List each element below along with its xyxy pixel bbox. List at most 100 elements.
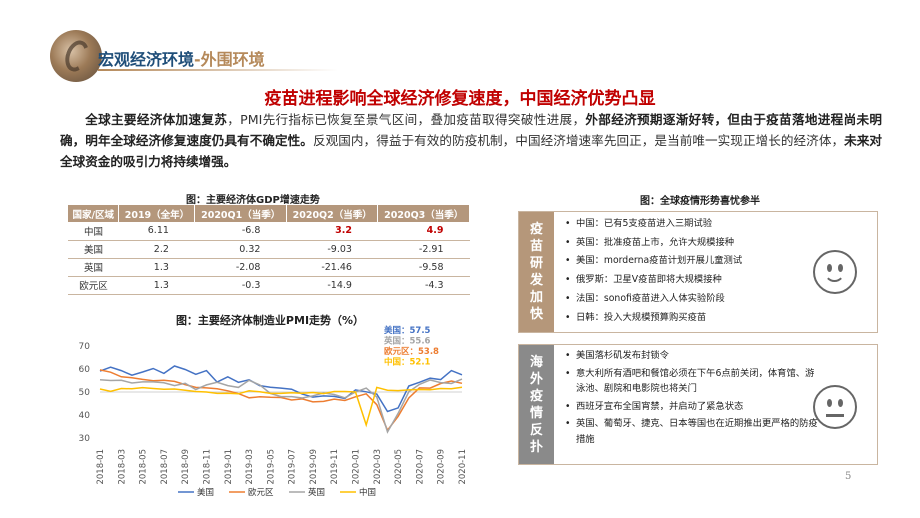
series-line-英国 (99, 378, 463, 434)
chart-title: 图：主要经济体制造业PMI走势（%） (175, 314, 365, 327)
x-tick-label: 2020-03 (373, 449, 383, 485)
y-tick-label: 70 (79, 342, 91, 352)
neutral-face-icon (813, 385, 857, 429)
vaccine-progress-box: 疫 苗 研 发 加 快 中国：已有5支疫苗进入三期试验 英国：批准疫苗上市，允许… (518, 211, 878, 333)
x-tick-label: 2019-05 (266, 449, 276, 485)
x-tick-label: 2018-01 (96, 449, 106, 485)
table-cell: -2.08 (194, 258, 287, 277)
side-label-char: 反 (529, 422, 543, 438)
table-cell: 2.2 (118, 240, 195, 259)
table-cell: -6.8 (194, 222, 287, 241)
list-item: 英国：批准疫苗上市，允许大规模接种 (563, 234, 823, 253)
table-cell: 中国 (68, 222, 119, 241)
table-row: 中国 6.11 -6.8 3.2 4.9 (68, 222, 470, 241)
gdp-table-caption: 图：主要经济体GDP增速走势 (186, 195, 320, 206)
epidemic-resurgence-box: 海 外 疫 情 反 扑 美国落杉矶发布封锁令 意大利所有酒吧和餐馆必须在下午6点… (518, 344, 878, 465)
x-tick-label: 2018-11 (202, 449, 212, 485)
x-tick-label: 2019-01 (224, 449, 234, 485)
header-divider (98, 69, 338, 71)
side-label-char: 情 (529, 405, 543, 421)
legend-label: 中国 (359, 487, 376, 498)
section-title: 宏观经济环境-外围环境 (98, 50, 265, 69)
table-cell: 0.32 (194, 240, 287, 259)
intro-paragraph: 全球主要经济体加速复苏，PMI先行指标已恢复至景气区间，叠加疫苗取得突破性进展，… (60, 112, 883, 169)
series-line-美国 (99, 365, 463, 413)
y-tick-label: 60 (79, 365, 91, 375)
list-item: 西班牙宣布全国宵禁，并启动了紧急状态 (563, 399, 823, 417)
end-value-label: 欧元区：53.8 (384, 346, 439, 357)
table-cell: 3.2 (286, 222, 378, 241)
list-item: 美国落杉矶发布封锁令 (563, 348, 823, 366)
column-header: 国家/区域 (68, 205, 120, 222)
x-tick-label: 2020-01 (352, 449, 362, 485)
x-tick-label: 2020-05 (394, 449, 404, 485)
x-tick-label: 2019-09 (309, 449, 319, 485)
table-cell: 6.11 (118, 222, 195, 241)
main-title: 疫苗进程影响全球经济修复速度，中国经济优势凸显 (264, 89, 656, 109)
x-tick-label: 2018-03 (117, 449, 127, 485)
table-cell: 1.3 (118, 258, 195, 277)
table-cell: -4.3 (377, 276, 470, 295)
x-tick-label: 2018-05 (139, 449, 149, 485)
list-item: 法国：sonofi疫苗进入人体实验阶段 (563, 290, 823, 309)
table-cell: 英国 (68, 258, 119, 277)
table-cell: -9.03 (286, 240, 378, 259)
table-row: 美国 2.2 0.32 -9.03 -2.91 (68, 240, 470, 259)
smiley-face-icon (813, 250, 857, 294)
section-logo-icon (50, 30, 102, 82)
table-row: 欧元区 1.3 -0.3 -14.9 -4.3 (68, 276, 470, 295)
vaccine-side-label: 疫 苗 研 发 加 快 (519, 212, 554, 332)
table-cell: -21.46 (286, 258, 378, 277)
table-cell: -14.9 (286, 276, 378, 295)
y-tick-label: 40 (79, 411, 91, 421)
list-item: 英国、葡萄牙、捷克、日本等国也在近期推出更严格的防疫措施 (563, 416, 823, 449)
y-tick-label: 50 (79, 388, 91, 398)
side-label-char: 研 (529, 256, 543, 271)
side-label-char: 疫 (529, 222, 543, 237)
list-item: 中国：已有5支疫苗进入三期试验 (563, 215, 823, 234)
y-tick-label: 30 (79, 434, 91, 444)
x-tick-label: 2019-07 (288, 449, 298, 485)
vaccine-list: 中国：已有5支疫苗进入三期试验 英国：批准疫苗上市，允许大规模接种 美国：mor… (563, 215, 823, 327)
x-tick-label: 2018-07 (160, 449, 170, 485)
side-label-char: 扑 (529, 439, 543, 455)
end-value-label: 中国：52.1 (384, 357, 431, 368)
list-item: 意大利所有酒吧和餐馆必须在下午6点前关闭，体育馆、游泳池、剧院和电影院也将关门 (563, 366, 823, 399)
epidemic-caption: 图：全球疫情形势喜忧参半 (640, 196, 760, 207)
legend-label: 欧元区 (248, 487, 274, 498)
table-cell: 4.9 (377, 222, 470, 241)
column-header: 2020Q2（当季） (286, 205, 379, 222)
legend-label: 美国 (197, 487, 214, 498)
gdp-table: 国家/区域 2019（全年） 2020Q1（当季） 2020Q2（当季） 202… (68, 205, 470, 295)
x-tick-label: 2019-11 (330, 449, 340, 485)
x-tick-label: 2019-03 (245, 449, 255, 485)
column-header: 2020Q1（当季） (194, 205, 287, 222)
end-value-label: 英国：55.6 (383, 336, 431, 347)
side-label-char: 外 (529, 371, 543, 387)
end-value-label: 美国：57.5 (384, 325, 431, 336)
resurgence-list: 美国落杉矶发布封锁令 意大利所有酒吧和餐馆必须在下午6点前关闭，体育馆、游泳池、… (563, 348, 823, 450)
table-cell: -2.91 (377, 240, 470, 259)
list-item: 俄罗斯：卫星V疫苗即将大规模接种 (563, 271, 823, 290)
table-cell: -9.58 (377, 258, 470, 277)
table-cell: -0.3 (194, 276, 287, 295)
list-item: 美国：morderna疫苗计划开展儿童测试 (563, 252, 823, 271)
side-label-char: 加 (529, 290, 543, 305)
legend-label: 英国 (308, 487, 325, 498)
x-tick-label: 2020-09 (437, 449, 447, 485)
side-label-char: 海 (529, 354, 543, 370)
gdp-table-header-row: 国家/区域 2019（全年） 2020Q1（当季） 2020Q2（当季） 202… (68, 205, 470, 222)
column-header: 2020Q3（当季） (377, 205, 470, 222)
side-label-char: 苗 (529, 239, 543, 254)
column-header: 2019（全年） (118, 205, 196, 222)
resurgence-side-label: 海 外 疫 情 反 扑 (519, 345, 554, 464)
list-item: 日韩：投入大规模预算购买疫苗 (563, 309, 823, 328)
x-tick-label: 2018-09 (181, 449, 191, 485)
table-cell: 美国 (68, 240, 119, 259)
table-cell: 欧元区 (68, 276, 119, 295)
side-label-char: 快 (529, 307, 543, 322)
x-tick-label: 2020-07 (415, 449, 425, 485)
page-number: 5 (845, 471, 852, 482)
series-line-中国 (99, 386, 463, 428)
table-cell: 1.3 (118, 276, 195, 295)
